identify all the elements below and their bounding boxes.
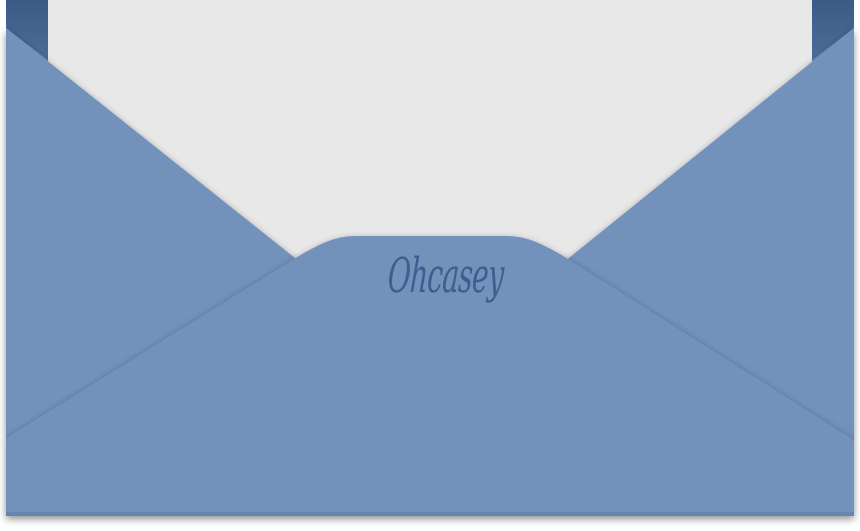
envelope-right-flap	[564, 28, 854, 440]
envelope-left-flap	[6, 28, 300, 438]
envelope-inner-right-corner	[812, 0, 854, 60]
envelope-inner-left-corner	[6, 0, 48, 60]
envelope-bottom-flap	[6, 236, 854, 516]
envelope-bottom-edge	[6, 512, 854, 516]
